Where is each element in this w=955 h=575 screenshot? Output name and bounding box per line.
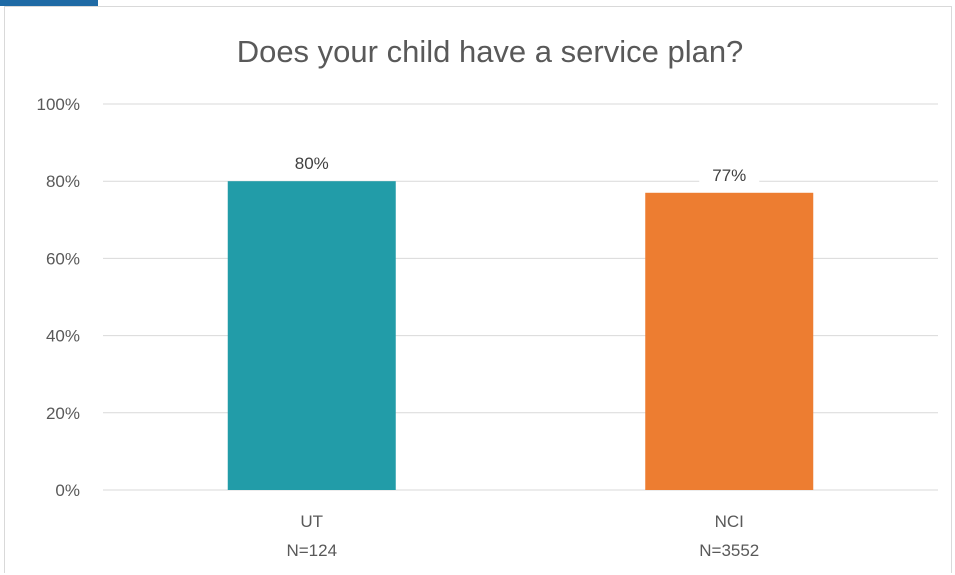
x-axis-category-labels: UT N=124 NCI N=3552 (286, 512, 759, 560)
y-tick-label-60: 60% (46, 249, 80, 268)
top-band (0, 0, 955, 4)
category-n-label-nci: N=3552 (699, 541, 759, 560)
y-tick-label-20: 20% (46, 404, 80, 423)
bar-ut (227, 181, 396, 490)
data-label-nci: 77% (712, 166, 746, 185)
data-labels: 80% 77% (281, 152, 760, 187)
bar-nci (645, 192, 814, 490)
y-tick-label-40: 40% (46, 327, 80, 346)
y-tick-label-0: 0% (55, 481, 80, 500)
y-axis-tick-labels: 0% 20% 40% 60% 80% 100% (37, 95, 80, 500)
y-tick-label-80: 80% (46, 172, 80, 191)
data-label-background-ut (281, 152, 342, 176)
y-tick-label-100: 100% (37, 95, 80, 114)
chart-title: Does your child have a service plan? (237, 34, 744, 69)
category-n-label-ut: N=124 (286, 541, 337, 560)
data-label-ut: 80% (295, 154, 329, 173)
category-label-ut: UT (300, 512, 323, 531)
top-accent-bar (0, 0, 98, 6)
category-label-nci: NCI (715, 512, 744, 531)
bars (227, 181, 814, 490)
data-label-background-nci (699, 163, 760, 187)
